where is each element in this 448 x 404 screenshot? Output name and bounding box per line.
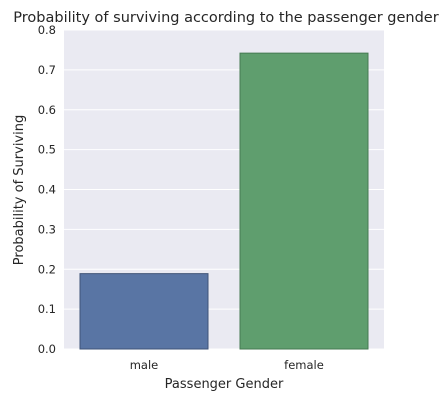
y-axis-label: Probability of Surviving (12, 115, 27, 265)
x-tick-label: female (284, 358, 324, 372)
y-tick-label: 0.4 (38, 183, 56, 197)
chart-title: Probability of surviving according to th… (13, 10, 438, 26)
y-tick-label: 0.5 (38, 143, 56, 157)
bar-male (79, 273, 209, 350)
y-tick-label: 0.0 (38, 342, 56, 356)
bars (79, 52, 369, 350)
bar-female (239, 52, 369, 350)
y-tick-label: 0.7 (38, 63, 56, 77)
y-tick-label: 0.6 (38, 103, 56, 117)
y-tick-label: 0.1 (38, 302, 56, 316)
x-axis-ticks: male female (130, 358, 324, 372)
y-axis-ticks: 0.0 0.1 0.2 0.3 0.4 0.5 0.6 0.7 0.8 (38, 23, 56, 356)
y-tick-label: 0.2 (38, 262, 56, 276)
x-axis-label: Passenger Gender (165, 377, 284, 392)
x-tick-label: male (130, 358, 159, 372)
y-tick-label: 0.8 (38, 23, 56, 37)
y-tick-label: 0.3 (38, 222, 56, 236)
